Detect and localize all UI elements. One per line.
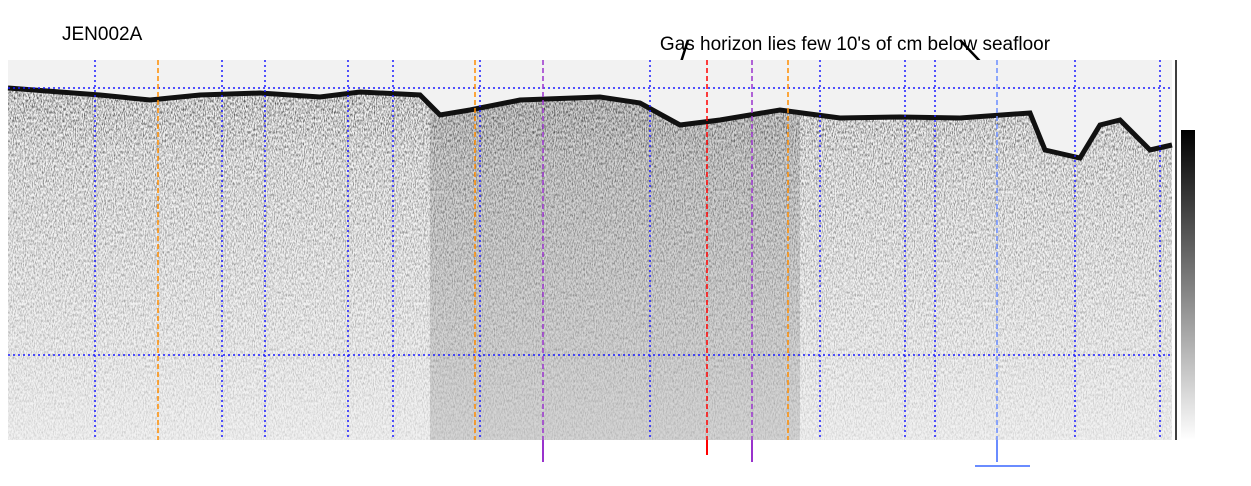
dense-zone	[430, 100, 800, 440]
subbottom-returns	[8, 88, 1172, 440]
profile-title: JEN002A	[62, 24, 143, 45]
noise-texture	[8, 88, 1172, 440]
annotation: Gas horizon lies few 10's of cm below se…	[660, 34, 1051, 55]
colorbar	[1181, 130, 1195, 440]
grid	[8, 60, 1172, 440]
event-markers	[157, 60, 998, 440]
bottom-markers	[542, 440, 1030, 467]
seafloor	[7, 85, 1173, 161]
